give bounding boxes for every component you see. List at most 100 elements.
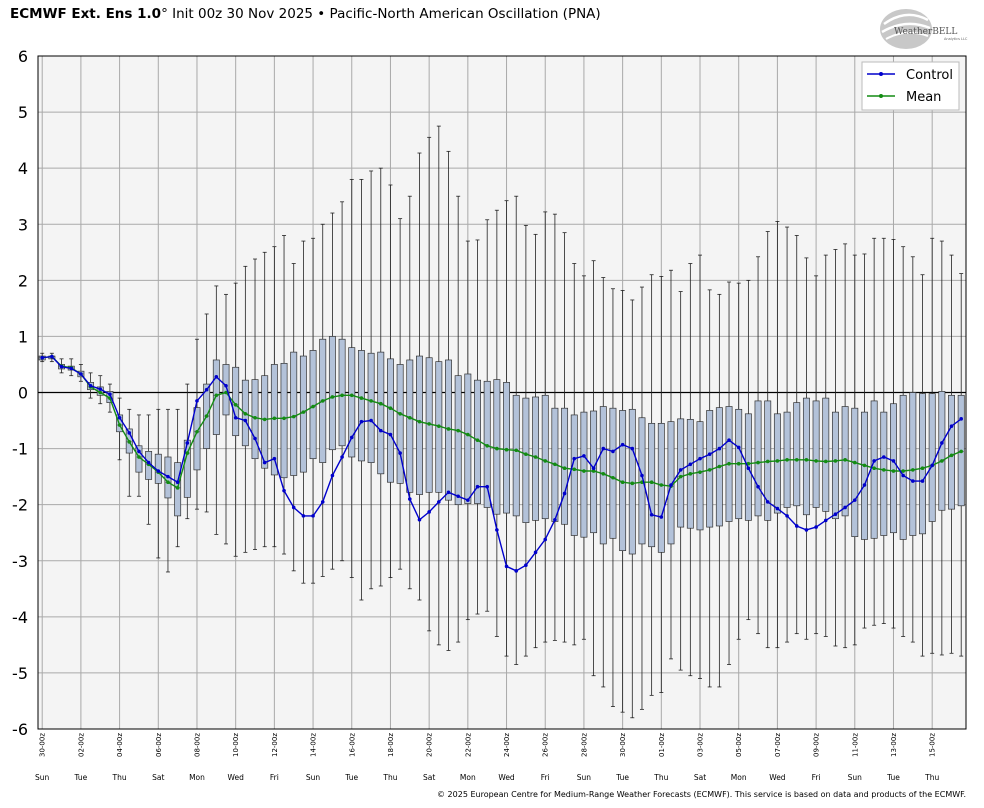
control-point (233, 415, 238, 420)
control-point (253, 436, 257, 441)
iqr-box (899, 394, 907, 540)
mean-point (717, 464, 722, 469)
control-point (320, 500, 325, 504)
x-date-label: 22-00z (464, 733, 472, 757)
control-point (175, 480, 180, 485)
control-point (408, 497, 412, 501)
iqr-box (890, 403, 897, 534)
control-point (862, 483, 867, 487)
control-point (427, 510, 431, 514)
mean-point (301, 410, 306, 414)
logo-subtext: Analytics LLC (944, 37, 968, 41)
mean-point (698, 470, 702, 474)
control-point (678, 468, 683, 472)
mean-point (388, 406, 393, 411)
control-point (833, 512, 838, 517)
control-point (746, 466, 751, 471)
control-point (417, 518, 422, 522)
control-point (146, 460, 151, 465)
control-point (79, 372, 83, 376)
iqr-box (290, 351, 298, 476)
control-point (291, 505, 296, 510)
legend-swatch-point (879, 94, 883, 98)
control-point (794, 524, 799, 528)
mean-point (495, 446, 499, 451)
control-point (620, 442, 625, 447)
mean-point (611, 475, 615, 480)
mean-point (320, 399, 325, 403)
x-day-label: Tue (344, 773, 358, 782)
control-point (852, 498, 857, 502)
x-date-label: 16-00z (348, 733, 356, 757)
weatherbell-logo: WeatherBELL Analytics LLC (878, 6, 970, 52)
iqr-box (609, 407, 617, 539)
mean-point (852, 460, 857, 465)
x-date-label: 14-00z (310, 733, 318, 757)
control-point (214, 374, 219, 379)
control-point (814, 525, 818, 529)
iqr-box (396, 364, 404, 484)
control-point (466, 498, 470, 502)
legend-box (861, 61, 960, 111)
mean-point (553, 462, 557, 467)
y-tick-label: 4 (18, 159, 28, 178)
iqr-box (822, 397, 830, 512)
mean-point (137, 455, 141, 459)
iqr-box (299, 355, 307, 473)
control-point (388, 432, 393, 437)
mean-point (204, 414, 209, 418)
mean-point (533, 455, 538, 459)
copyright-footer: © 2025 European Centre for Medium-Range … (437, 790, 966, 799)
mean-point (582, 469, 586, 473)
x-date-label: 11-00z (851, 733, 859, 757)
control-point (543, 537, 548, 542)
control-point (804, 528, 809, 532)
mean-point (398, 412, 402, 416)
iqr-box (367, 352, 375, 463)
mean-point (127, 440, 132, 444)
mean-point (959, 449, 963, 454)
mean-point (736, 461, 741, 466)
mean-point (920, 466, 925, 471)
mean-point (562, 466, 567, 471)
mean-point (891, 469, 896, 473)
iqr-box (357, 350, 365, 462)
x-date-label: 18-00z (387, 733, 395, 757)
iqr-box (541, 394, 549, 520)
mean-point (765, 459, 770, 464)
x-day-label: Sun (35, 773, 50, 782)
iqr-box (938, 391, 946, 511)
mean-point (543, 459, 548, 463)
y-tick-label: 5 (18, 103, 28, 122)
mean-point (659, 483, 664, 487)
mean-point (688, 472, 693, 476)
mean-point (272, 416, 277, 421)
logo-text: WeatherBELL (894, 27, 957, 37)
x-day-label: Thu (924, 773, 939, 782)
y-tick-label: 0 (18, 384, 28, 403)
control-point (369, 418, 373, 423)
mean-point (475, 438, 480, 442)
iqr-box (222, 364, 230, 416)
iqr-box (522, 397, 530, 523)
x-date-label: 10-00z (232, 733, 240, 757)
mean-point (485, 443, 489, 448)
control-point (204, 387, 209, 392)
control-point (185, 441, 190, 445)
x-day-label: Sun (306, 773, 321, 782)
control-point (108, 392, 112, 396)
y-tick-label: -4 (12, 608, 28, 627)
iqr-box (793, 402, 801, 507)
mean-point (456, 428, 460, 433)
control-point (475, 484, 480, 489)
mean-point (359, 396, 364, 400)
iqr-box (928, 393, 936, 522)
control-point (156, 469, 161, 473)
iqr-box (948, 394, 955, 510)
control-point (117, 415, 122, 420)
control-point (340, 455, 344, 459)
control-point (756, 484, 760, 489)
iqr-box (338, 338, 346, 447)
x-day-label: Thu (112, 773, 127, 782)
control-point (437, 500, 441, 504)
